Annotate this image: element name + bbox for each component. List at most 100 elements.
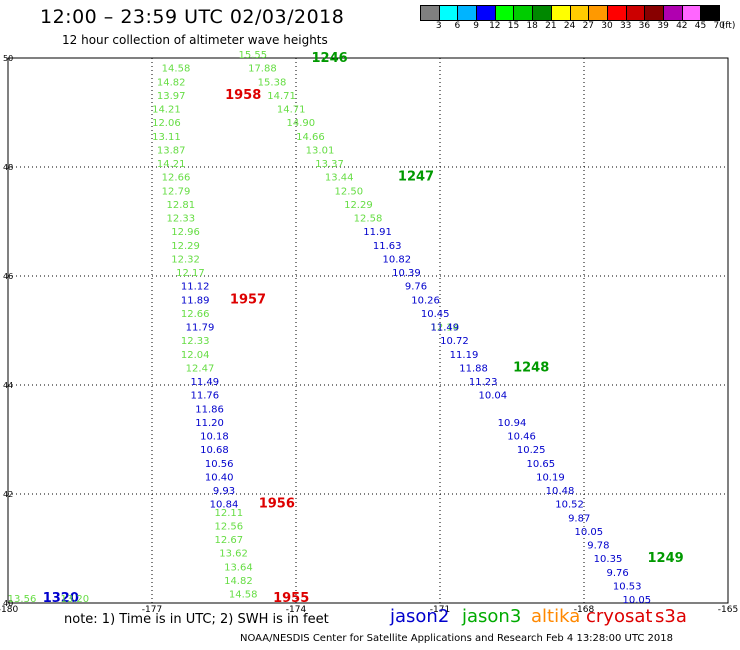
y-tick-label: 50	[3, 54, 13, 63]
data-point-jason2: 9.78	[587, 541, 609, 552]
data-point-jason3: 12.11	[214, 508, 243, 519]
edge-data-point: 13.20	[60, 594, 89, 605]
data-point-jason3: 13.11	[152, 132, 181, 143]
data-point-jason2: 11.91	[363, 227, 392, 238]
data-point-jason2: 10.48	[546, 486, 575, 497]
data-point-jason3: 12.81	[166, 200, 195, 211]
data-point-jason2: 10.05	[574, 527, 603, 538]
data-point-jason2: 9.93	[213, 486, 235, 497]
data-point-jason3: 13.64	[224, 562, 253, 573]
color-scale-label: 15	[507, 21, 520, 31]
data-point-jason3: 15.55	[238, 50, 267, 61]
x-tick-label: -174	[286, 605, 307, 615]
data-point-jason3: 12.33	[166, 214, 195, 225]
color-scale-label: 18	[526, 21, 538, 31]
data-point-jason2: 9.76	[606, 568, 628, 579]
data-point-jason3: 14.82	[157, 77, 186, 88]
data-point-jason3: 12.79	[162, 186, 191, 197]
data-point-jason3: 12.04	[181, 350, 210, 361]
y-tick-label: 40	[3, 599, 13, 608]
pass-label: 1247	[398, 170, 434, 185]
data-point-jason2: 11.23	[469, 377, 498, 388]
x-tick-label: -177	[142, 605, 162, 615]
data-point-jason2: 10.46	[507, 432, 536, 443]
data-point-jason2: 10.25	[517, 445, 546, 456]
data-point-jason3: 13.44	[325, 173, 354, 184]
color-scale-label: 33	[619, 21, 632, 31]
data-point-jason2: 11.20	[195, 418, 224, 429]
data-point-jason2: 11.89	[181, 295, 210, 306]
data-point-jason3: 12.14	[430, 323, 459, 334]
data-point-jason2: 10.26	[411, 295, 440, 306]
pass-label: 1249	[648, 551, 684, 566]
data-point-jason2: 11.63	[373, 241, 402, 252]
data-point-jason3: 13.87	[157, 145, 186, 156]
color-scale-label: 70	[713, 21, 725, 31]
y-tick-label: 46	[3, 272, 13, 281]
data-point-jason2: 10.68	[200, 445, 229, 456]
data-point-jason2: 11.79	[186, 323, 215, 334]
y-tick-label: 42	[3, 490, 13, 499]
data-point-jason3: 14.90	[286, 118, 315, 129]
data-point-jason3: 13.01	[306, 145, 335, 156]
data-point-jason2: 10.45	[421, 309, 450, 320]
data-point-jason3: 12.56	[214, 521, 243, 532]
data-point-jason2: 10.52	[555, 500, 584, 511]
color-scale-label: 39	[657, 21, 669, 31]
plot-frame	[7, 57, 729, 604]
data-point-jason3: 12.58	[354, 214, 383, 225]
pass-label: 1958	[225, 88, 261, 103]
color-scale-label: 24	[563, 21, 576, 31]
data-point-jason2: 10.18	[200, 432, 229, 443]
chart-subtitle: 12 hour collection of altimeter wave hei…	[62, 33, 328, 47]
color-scale-label: 12	[489, 21, 501, 31]
color-scale-label: 3	[435, 21, 442, 31]
data-point-jason2: 9.87	[568, 513, 590, 524]
color-scale-label: 36	[638, 21, 651, 31]
color-scale-label: 6	[454, 21, 461, 31]
data-point-jason3: 12.96	[171, 227, 200, 238]
pass-label: 1955	[273, 591, 309, 606]
data-point-jason3: 13.37	[315, 159, 344, 170]
data-point-jason2: 10.40	[205, 472, 234, 483]
data-point-jason2: 10.72	[440, 336, 469, 347]
data-point-jason3: 12.29	[171, 241, 200, 252]
pass-label: 1248	[513, 360, 549, 375]
data-point-jason2: 11.76	[190, 391, 219, 402]
pass-label: 1320	[43, 591, 79, 606]
data-point-jason3: 17.88	[248, 64, 277, 75]
color-scale-label: 21	[545, 21, 557, 31]
data-point-jason3: 14.21	[157, 159, 186, 170]
y-tick-label: 48	[3, 163, 13, 172]
data-point-jason2: 10.82	[382, 254, 411, 265]
source-credit: NOAA/NESDIS Center for Satellite Applica…	[240, 633, 673, 644]
x-tick-label: -171	[430, 605, 450, 615]
data-point-jason2: 9.76	[405, 282, 427, 293]
data-point-jason3: 14.71	[277, 105, 306, 116]
data-point-jason3: 12.17	[176, 268, 205, 279]
data-point-jason3: 12.66	[181, 309, 210, 320]
data-point-jason2: 11.49	[190, 377, 219, 388]
color-scale-bar	[420, 5, 720, 21]
pass-label: 1246	[312, 51, 348, 66]
color-scale-labels: 3 6 9 12 15 18 21 24 27 30 33 36 39 42 45 70 (ft)	[420, 21, 740, 35]
x-tick-label: -165	[718, 605, 738, 615]
color-scale-label: 30	[601, 21, 613, 31]
data-point-jason2: 10.05	[622, 595, 651, 606]
footnote: note: 1) Time is in UTC; 2) SWH is in fe…	[64, 612, 329, 627]
data-point-jason3: 14.66	[296, 132, 325, 143]
data-point-jason2: 10.84	[210, 500, 239, 511]
chart-title: 12:00 – 23:59 UTC 02/03/2018	[40, 6, 345, 28]
data-point-jason2: 10.19	[536, 472, 565, 483]
color-scale-unit: (ft)	[721, 21, 736, 31]
x-tick-label: -180	[0, 605, 18, 615]
data-point-jason2: 10.56	[205, 459, 234, 470]
legend-cryosat: cryosat	[586, 606, 653, 627]
edge-data-point: 13.56	[8, 594, 37, 605]
data-point-jason2: 11.12	[181, 282, 210, 293]
data-point-jason2: 11.19	[450, 350, 479, 361]
data-point-jason3: 14.71	[267, 91, 296, 102]
data-point-jason3: 14.58	[229, 590, 258, 601]
color-scale-swatch	[700, 5, 720, 21]
data-point-jason2: 11.88	[459, 363, 488, 374]
